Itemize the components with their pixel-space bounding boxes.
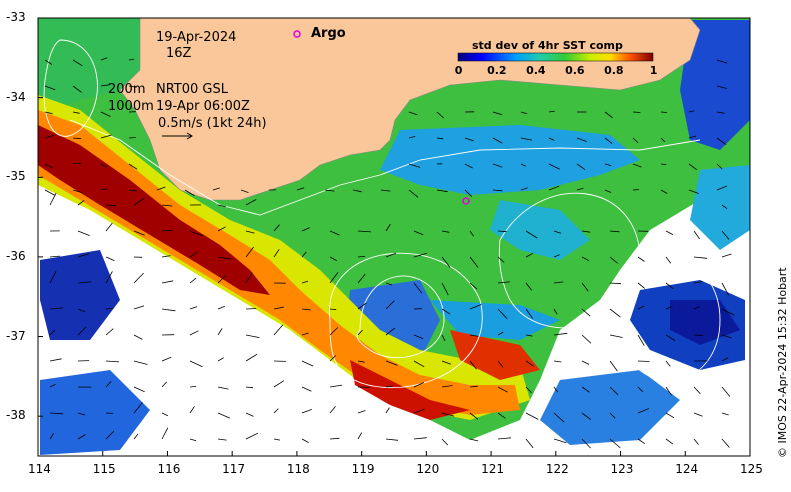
x-tick-label: 115 bbox=[93, 462, 116, 476]
y-tick-label: -38 bbox=[6, 408, 26, 422]
current-vector bbox=[129, 138, 136, 139]
x-tick-label: 120 bbox=[416, 462, 439, 476]
current-vector bbox=[638, 361, 650, 362]
colorbar-tick-label: 0.6 bbox=[565, 64, 585, 77]
x-tick-label: 125 bbox=[740, 462, 763, 476]
y-tick-label: -35 bbox=[6, 169, 26, 183]
colorbar-tick-label: 0.4 bbox=[526, 64, 546, 77]
x-tick-label: 122 bbox=[546, 462, 569, 476]
current-vector bbox=[106, 309, 113, 310]
colorbar-tick-label: 0.2 bbox=[487, 64, 507, 77]
product-label: NRT00 GSL bbox=[156, 82, 228, 97]
x-tick-label: 118 bbox=[287, 462, 310, 476]
y-tick-label: -34 bbox=[6, 90, 26, 104]
current-vector bbox=[694, 335, 703, 336]
y-tick-label: -33 bbox=[6, 10, 26, 24]
contour-label-1000: 1000m bbox=[108, 99, 154, 114]
altimetry-time: 19-Apr 06:00Z bbox=[156, 99, 250, 114]
colorbar bbox=[458, 53, 653, 61]
x-tick-label: 124 bbox=[675, 462, 698, 476]
x-tick-label: 117 bbox=[222, 462, 245, 476]
colorbar-gradient bbox=[458, 53, 653, 61]
x-tick-label: 119 bbox=[352, 462, 375, 476]
contour-label-200: 200m bbox=[108, 82, 145, 97]
copyright-credit: © IMOS 22-Apr-2024 15:32 Hobart bbox=[776, 267, 789, 458]
colorbar-tick-label: 1 bbox=[650, 64, 658, 77]
current-vector bbox=[633, 112, 640, 113]
map-date: 19-Apr-2024 bbox=[156, 30, 236, 45]
x-tick-label: 114 bbox=[28, 462, 51, 476]
scale-label: 0.5m/s (1kt 24h) bbox=[158, 116, 267, 131]
y-tick-label: -36 bbox=[6, 249, 26, 263]
x-tick-label: 116 bbox=[157, 462, 180, 476]
colorbar-tick-label: 0.8 bbox=[604, 64, 624, 77]
current-vector bbox=[661, 112, 667, 113]
colorbar-tick-label: 0 bbox=[455, 64, 463, 77]
x-tick-label: 123 bbox=[611, 462, 634, 476]
argo-legend-label: Argo bbox=[311, 26, 346, 41]
map-hour: 16Z bbox=[166, 46, 191, 61]
colorbar-title: std dev of 4hr SST comp bbox=[472, 38, 623, 53]
y-tick-label: -37 bbox=[6, 329, 26, 343]
x-tick-label: 121 bbox=[481, 462, 504, 476]
